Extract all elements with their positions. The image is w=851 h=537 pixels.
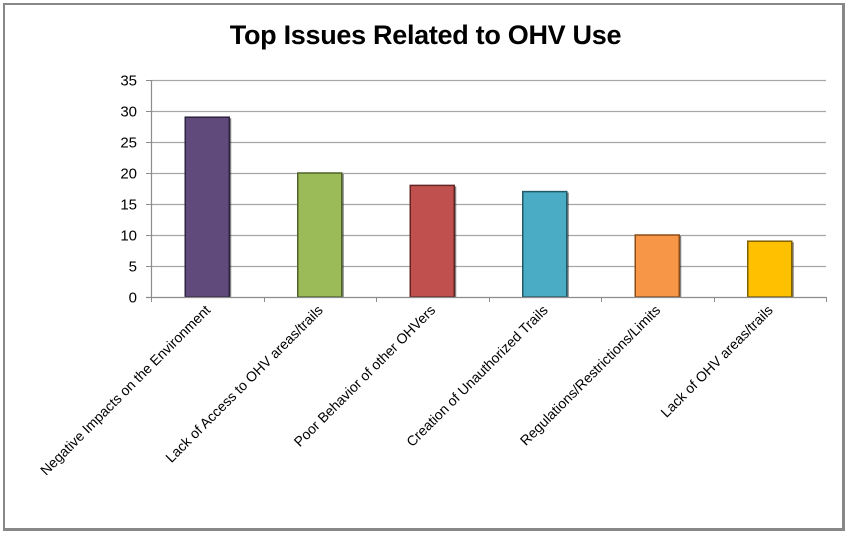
y-axis: 0 5 10 15 20 25 30 35 bbox=[120, 73, 153, 307]
bar-rect bbox=[409, 184, 455, 298]
y-tick-label: 0 bbox=[129, 290, 137, 307]
bars bbox=[184, 116, 794, 298]
y-tick-label: 10 bbox=[120, 228, 137, 245]
bar-5 bbox=[634, 234, 682, 298]
bar-4 bbox=[522, 190, 569, 298]
bar-1 bbox=[184, 116, 232, 298]
y-tick-label: 25 bbox=[120, 135, 137, 152]
bar-rect bbox=[184, 116, 230, 298]
y-tick-label: 20 bbox=[120, 166, 137, 183]
gridlines bbox=[151, 79, 826, 268]
bar-2 bbox=[297, 172, 344, 298]
y-tick-label: 30 bbox=[120, 104, 137, 121]
x-axis-labels: Negative Impacts on the EnvironmentLack … bbox=[37, 302, 776, 478]
bar-3 bbox=[409, 184, 457, 298]
bar-rect bbox=[634, 234, 680, 298]
y-tick-label: 15 bbox=[120, 197, 137, 214]
x-axis bbox=[146, 296, 827, 302]
bar-6 bbox=[747, 240, 794, 298]
x-category-label: Lack of OHV areas/trails bbox=[657, 302, 776, 421]
bar-rect bbox=[522, 190, 568, 298]
y-tick-label: 35 bbox=[120, 73, 137, 90]
chart-title: Top Issues Related to OHV Use bbox=[229, 20, 622, 50]
bar-rect bbox=[297, 172, 343, 298]
bar-rect bbox=[747, 240, 793, 298]
y-tick-label: 5 bbox=[129, 259, 137, 276]
